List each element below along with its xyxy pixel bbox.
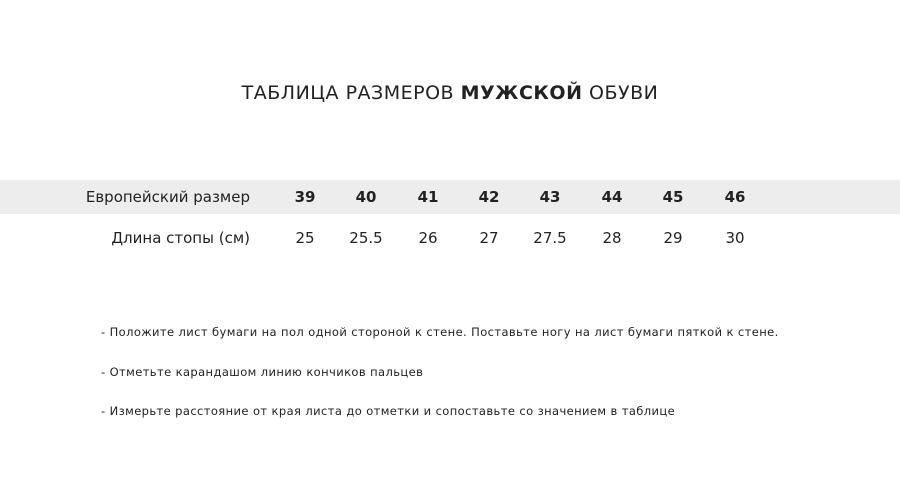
table-cell: 43 bbox=[539, 188, 561, 206]
table-cell: 25 bbox=[295, 229, 315, 247]
instruction-note: - Положите лист бумаги на пол одной стор… bbox=[101, 325, 779, 339]
table-cell: 42 bbox=[478, 188, 500, 206]
table-row-foot-length: Длина стопы (см) 25 25.5 26 27 27.5 28 29 30 bbox=[0, 229, 900, 249]
table-cell: 46 bbox=[724, 188, 746, 206]
table-cell: 26 bbox=[418, 229, 438, 247]
table-cell: 45 bbox=[662, 188, 684, 206]
table-cell: 30 bbox=[725, 229, 745, 247]
table-cell: 40 bbox=[355, 188, 377, 206]
title-part: ТАБЛИЦА РАЗМЕРОВ bbox=[241, 82, 461, 104]
title-part: ОБУВИ bbox=[582, 82, 659, 104]
table-cell: 27.5 bbox=[533, 229, 567, 247]
table-cell: 39 bbox=[294, 188, 316, 206]
table-cell: 27 bbox=[479, 229, 499, 247]
table-cell: 44 bbox=[601, 188, 623, 206]
instruction-note: - Отметьте карандашом линию кончиков пал… bbox=[101, 365, 424, 379]
row-label: Европейский размер bbox=[85, 188, 250, 206]
table-cell: 28 bbox=[602, 229, 622, 247]
table-cell: 41 bbox=[417, 188, 439, 206]
title-bold: МУЖСКОЙ bbox=[460, 82, 583, 104]
table-row-eu-size: Европейский размер 39 40 41 42 43 44 45 46 bbox=[0, 188, 900, 208]
header-row-background bbox=[0, 180, 900, 214]
row-label: Длина стопы (см) bbox=[111, 229, 250, 247]
instruction-note: - Измерьте расстояние от края листа до о… bbox=[101, 404, 676, 418]
table-cell: 29 bbox=[663, 229, 683, 247]
table-cell: 25.5 bbox=[349, 229, 383, 247]
page-title: ТАБЛИЦА РАЗМЕРОВ МУЖСКОЙ ОБУВИ bbox=[0, 82, 900, 104]
